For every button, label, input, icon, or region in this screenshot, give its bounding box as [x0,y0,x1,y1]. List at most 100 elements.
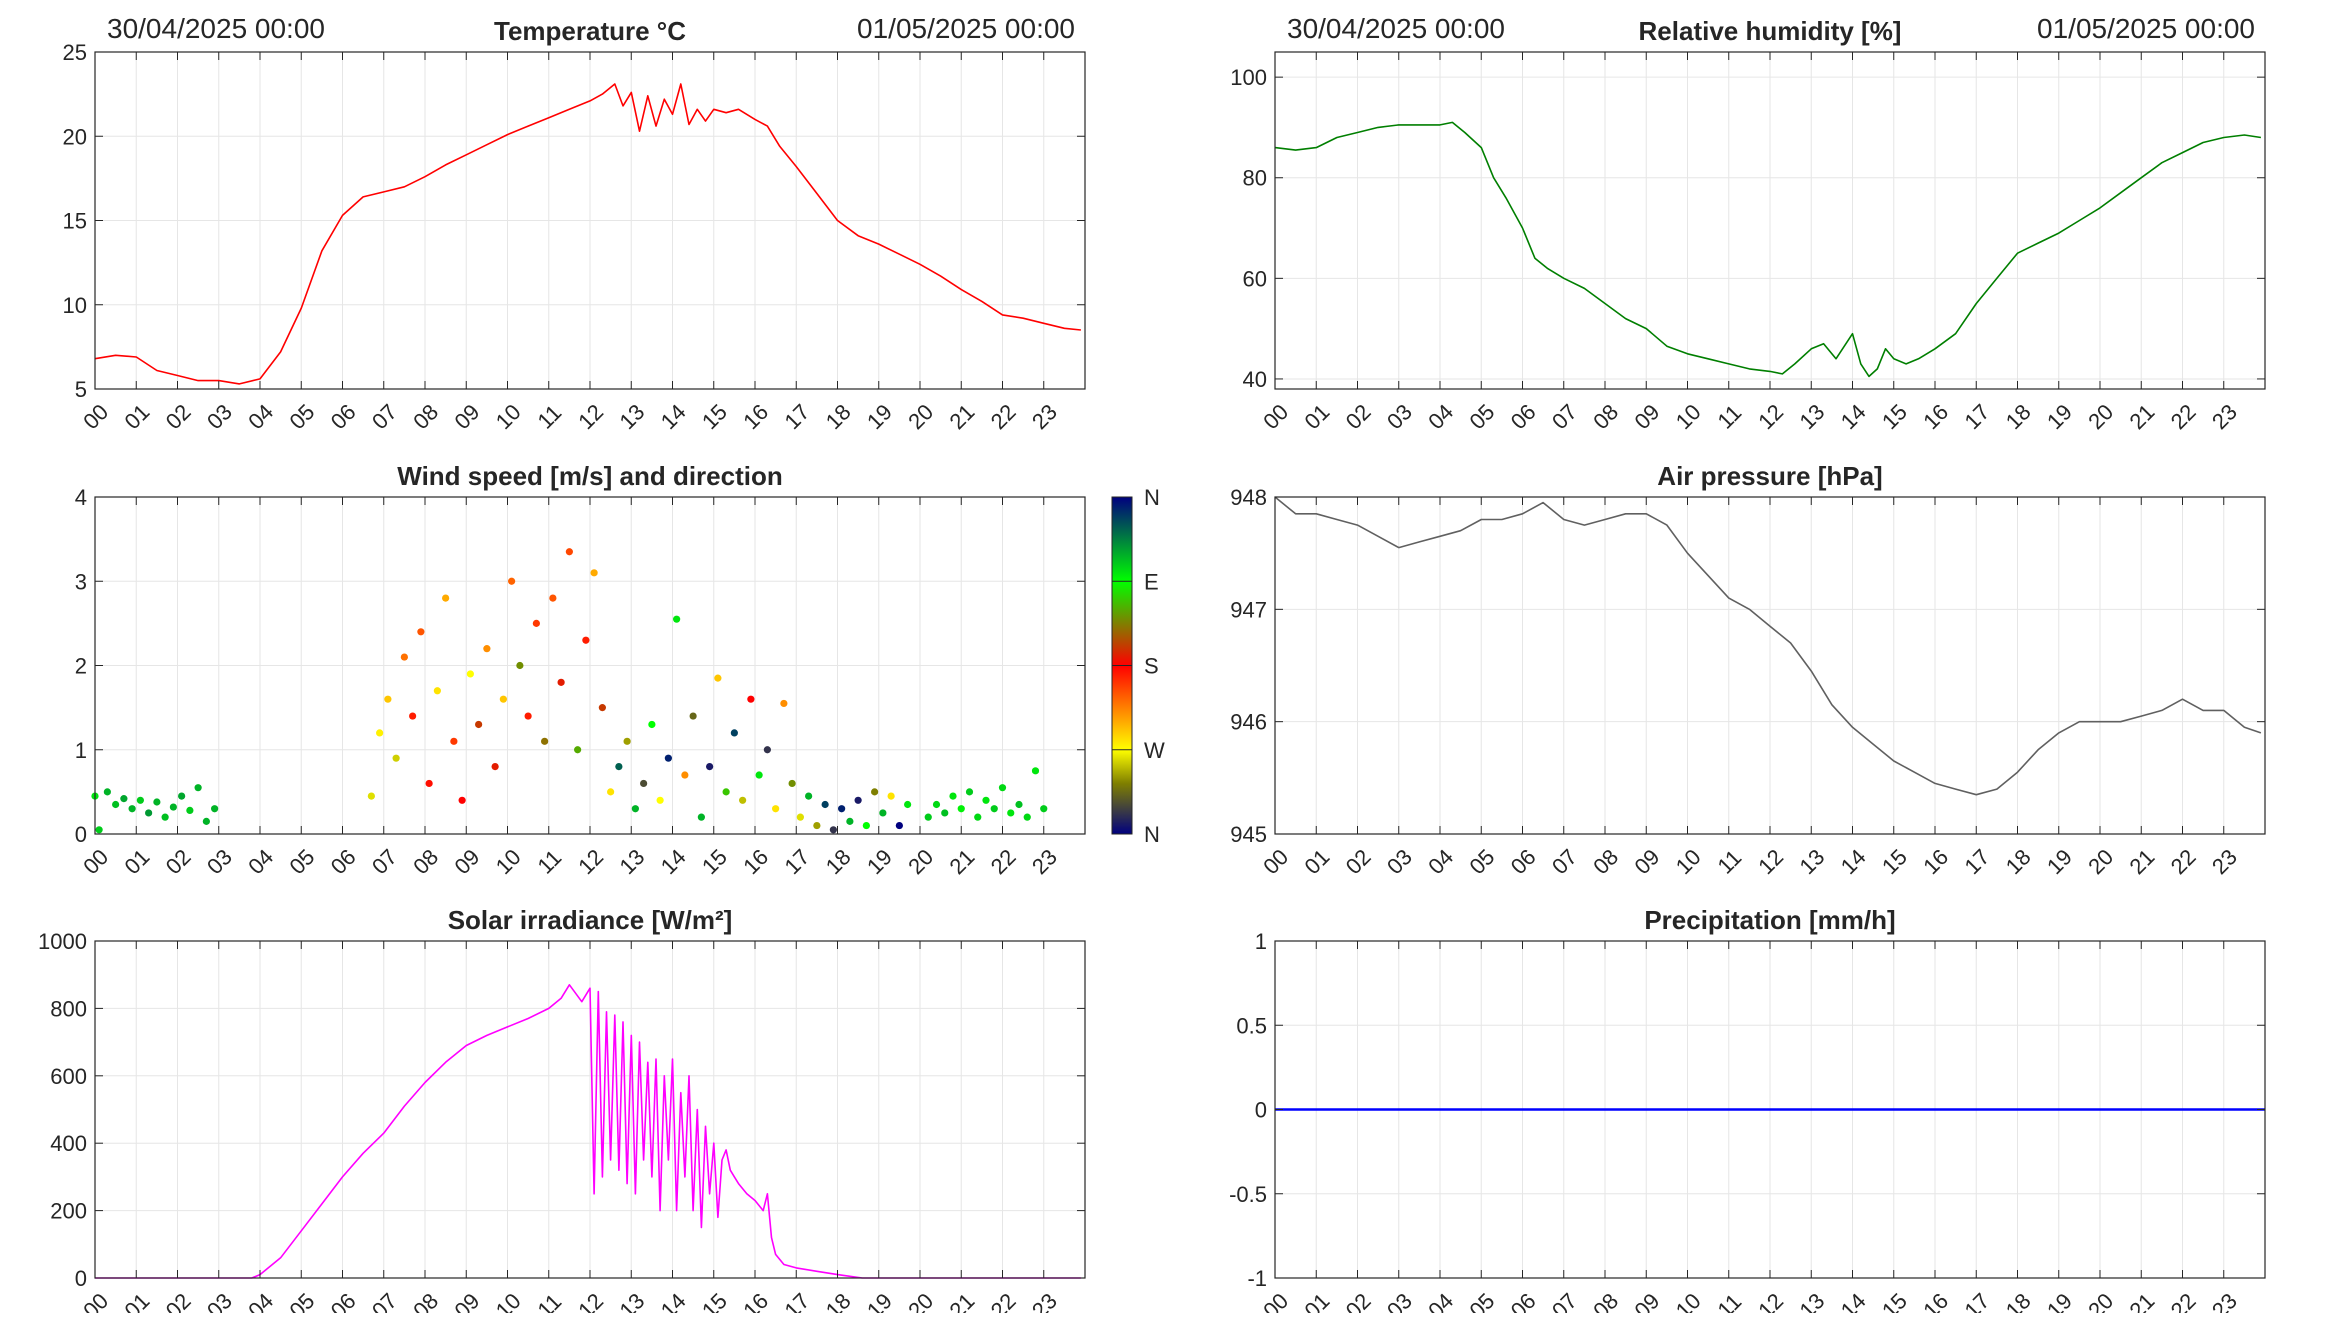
x-tick-label: 09 [449,1288,484,1313]
x-tick-label: 05 [284,1288,319,1313]
x-tick-label: 17 [1959,399,1994,434]
wind-point [425,779,433,788]
x-tick-label: 14 [656,844,691,879]
wind-point [631,805,639,813]
wind-point [846,817,854,825]
wind-point [780,699,788,708]
wind-point [541,737,549,745]
y-tick-label: 20 [63,124,87,149]
wind-point [941,809,949,817]
wind-point [648,720,656,729]
wind-point [211,805,219,813]
x-tick-label: 17 [779,399,814,434]
chart-humidity: Relative humidity [%] 30/04/2025 00:00 01/… [1230,13,2266,434]
x-tick-label: 06 [1506,844,1541,879]
y-tick-label: 40 [1243,367,1267,392]
x-tick-label: 02 [1341,399,1376,434]
x-tick-label: 06 [326,1288,361,1313]
x-tick-label: 05 [1464,1288,1499,1313]
x-tick-label: 04 [1423,1288,1458,1313]
wind-point [194,784,202,792]
wind-point [615,763,623,771]
x-tick-label: 08 [1588,1288,1623,1313]
y-tick-label: 946 [1230,710,1267,735]
x-tick-label: 21 [2124,399,2159,434]
data-line-pressure [1274,496,2262,796]
wind-point [990,805,998,813]
y-tick-label: 800 [50,996,87,1021]
wind-point [136,796,144,804]
wind-point [681,771,689,779]
x-tick-label: 10 [491,844,526,879]
x-tick-label: 17 [1959,1288,1994,1313]
x-tick-label: 18 [2001,399,2036,434]
x-tick-label: 18 [821,399,856,434]
x-tick-label: 18 [2001,1288,2036,1313]
wind-point [689,712,697,720]
x-tick-label: 10 [491,1288,526,1313]
x-tick-label: 16 [1918,844,1953,879]
wind-point [805,792,813,800]
x-tick-label: 08 [1588,399,1623,434]
x-tick-label: 09 [449,399,484,434]
wind-point [706,763,714,771]
x-tick-label: 00 [1258,844,1293,879]
y-tick-label: 5 [75,377,87,402]
x-tick-label: 10 [1671,844,1706,879]
x-tick-label: 13 [1794,1288,1829,1313]
wind-point [153,798,161,806]
x-tick-label: 22 [2166,1288,2201,1313]
wind-point [524,712,532,720]
wind-point [516,661,524,670]
x-tick-label: 01 [119,1288,154,1313]
wind-point [838,805,846,813]
x-tick-label: 10 [1671,399,1706,434]
wind-point [128,805,136,813]
x-tick-label: 09 [1629,399,1664,434]
x-tick-label: 18 [821,1288,856,1313]
x-tick-label: 18 [2001,844,2036,879]
x-tick-label: 01 [1299,844,1334,879]
wind-point [813,821,821,830]
wind-point [730,729,738,737]
x-tick-label: 10 [491,399,526,434]
x-tick-label: 05 [1464,399,1499,434]
x-tick-label: 22 [2166,399,2201,434]
y-tick-label: 1000 [38,929,87,954]
wind-point [557,678,565,686]
chart-title: Temperature °C [494,16,686,46]
x-tick-label: 16 [1918,1288,1953,1313]
wind-point [376,729,384,737]
y-tick-label: -0.5 [1229,1182,1267,1207]
x-tick-label: 20 [903,399,938,434]
x-tick-label: 15 [1877,844,1912,879]
y-tick-label: 2 [75,654,87,679]
wind-point [95,826,103,834]
x-tick-label: 20 [2083,399,2118,434]
x-tick-label: 13 [1794,844,1829,879]
y-tick-label: 400 [50,1131,87,1156]
wind-point [1031,767,1040,775]
chart-wind: Wind speed [m/s] and directionNWSEN01234… [75,461,1165,879]
x-tick-label: 01 [1299,399,1334,434]
x-tick-label: 15 [1877,1288,1912,1313]
wind-point [871,788,879,796]
x-tick-label: 14 [656,1288,691,1313]
x-tick-label: 19 [862,844,897,879]
x-tick-label: 23 [1027,844,1062,879]
x-tick-label: 16 [738,1288,773,1313]
y-tick-label: 0 [75,1266,87,1291]
wind-point [145,809,153,817]
wind-point [1023,813,1031,821]
chart-title: Air pressure [hPa] [1657,461,1882,491]
x-tick-label: 09 [1629,844,1664,879]
x-tick-label: 02 [1341,1288,1376,1313]
colorbar-label: S [1144,654,1159,679]
x-tick-label: 03 [1382,1288,1417,1313]
wind-point [722,788,730,796]
x-tick-label: 21 [944,844,979,879]
x-tick-label: 03 [1382,399,1417,434]
wind-point [796,813,804,821]
wind-point [1015,800,1023,809]
wind-point [862,821,870,830]
